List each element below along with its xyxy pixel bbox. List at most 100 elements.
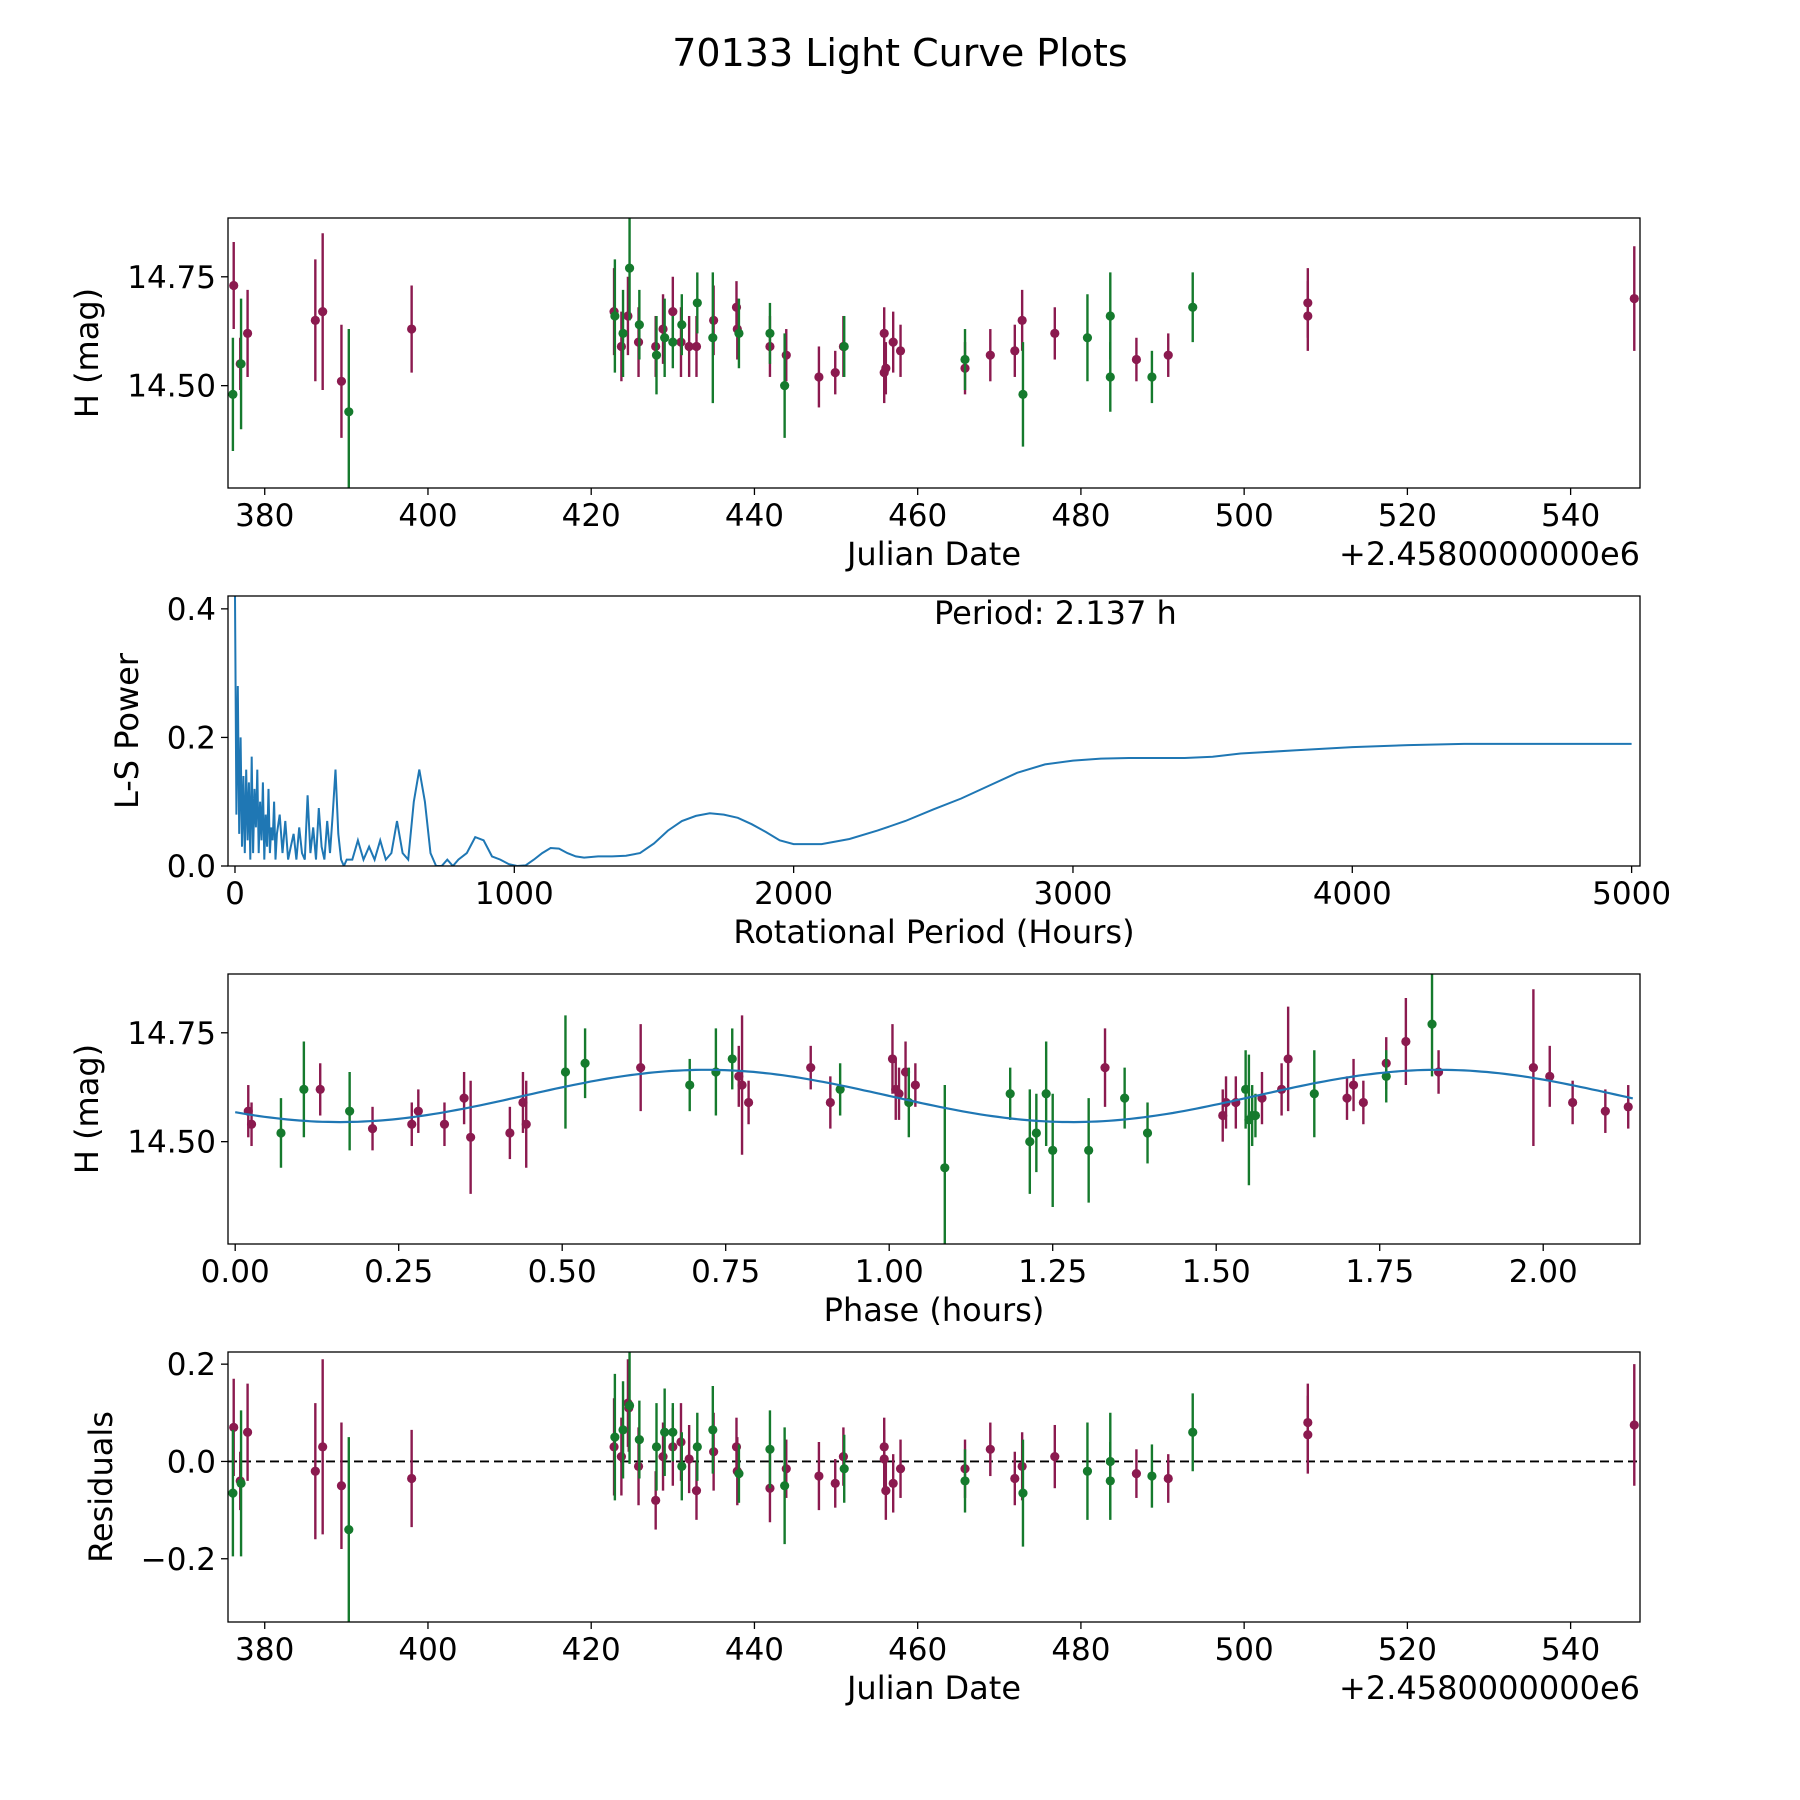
power-spectrum-line: [234, 596, 1632, 866]
data-point: [407, 1473, 417, 1484]
period-annotation: Period: 2.137 h: [934, 594, 1177, 632]
x-tick-label: 460: [888, 1632, 947, 1668]
y-tick-label: 14.75: [127, 260, 216, 296]
y-axis-label: H (mag): [68, 1044, 106, 1174]
data-point: [616, 341, 627, 352]
data-point: [636, 1063, 646, 1073]
data-point: [839, 1464, 849, 1474]
data-point: [814, 372, 824, 382]
data-point: [1147, 1471, 1157, 1481]
data-point: [610, 311, 620, 321]
series-green: [228, 218, 1198, 488]
data-point: [315, 1084, 325, 1095]
data-point: [1120, 1093, 1130, 1103]
data-point: [1084, 1145, 1094, 1155]
data-point: [1309, 1089, 1319, 1099]
data-point: [228, 389, 238, 399]
phased-curve-panel: 0.00 0.25 0.50 0.75 1.00 1.25 1.50 1.75 2.00 14.5…: [68, 973, 1641, 1329]
data-point: [413, 1106, 423, 1116]
x-tick-label: 400: [398, 1632, 457, 1668]
data-point: [1303, 298, 1313, 308]
y-tick-label: 14.50: [127, 369, 216, 405]
x-axis-label: Julian Date: [845, 1669, 1021, 1707]
data-point: [960, 1476, 970, 1486]
x-tick-label: 460: [888, 498, 947, 534]
data-point: [781, 1464, 791, 1474]
data-point: [299, 1084, 309, 1095]
data-point: [668, 307, 678, 317]
axes-frame: [227, 217, 1641, 489]
x-tick-label: 5000: [1592, 876, 1671, 912]
data-point: [1427, 1019, 1437, 1029]
x-tick-label: 440: [725, 498, 784, 534]
data-point: [634, 320, 644, 330]
data-point: [692, 1442, 702, 1452]
data-point: [1105, 311, 1115, 321]
data-point: [1283, 1054, 1293, 1064]
x-offset-label: +2.4580000000e6: [1339, 535, 1640, 573]
y-axis-label: L-S Power: [108, 652, 146, 809]
x-axis-label: Rotational Period (Hours): [733, 913, 1134, 951]
data-point: [888, 1478, 898, 1488]
axes-frame: [227, 595, 1641, 867]
series-purple: [229, 233, 1639, 438]
model-fit-curve: [235, 1068, 1634, 1124]
x-tick-label: 2.00: [1509, 1254, 1578, 1290]
data-point: [1031, 1128, 1041, 1138]
data-point: [985, 350, 995, 360]
x-tick-label: 420: [562, 498, 621, 534]
data-point: [1100, 1063, 1110, 1073]
data-point: [780, 1481, 790, 1491]
data-point: [1545, 1071, 1555, 1081]
data-point: [691, 341, 702, 352]
data-point: [765, 328, 775, 339]
data-point: [1017, 315, 1027, 325]
data-point: [1018, 389, 1028, 399]
periodogram-panel: 0 1000 2000 3000 4000 5000 0.0 0.2 0.4 Rotational…: [108, 592, 1671, 951]
data-point: [439, 1119, 450, 1129]
data-point: [895, 346, 906, 356]
data-point: [839, 341, 849, 352]
data-point: [1623, 1102, 1633, 1112]
data-point: [1358, 1097, 1368, 1108]
data-point: [1005, 1089, 1015, 1099]
axes-frame: [227, 1351, 1641, 1623]
data-point: [1041, 1089, 1051, 1099]
y-tick-label: 14.75: [127, 1016, 216, 1052]
data-point: [677, 1461, 687, 1471]
data-point: [894, 1089, 904, 1099]
data-point: [887, 1054, 898, 1064]
data-point: [466, 1132, 476, 1142]
data-point: [1348, 1080, 1359, 1090]
plot-area: [234, 596, 1632, 866]
data-point: [1303, 311, 1313, 321]
data-point: [743, 1097, 754, 1108]
x-tick-label: 440: [725, 1632, 784, 1668]
x-axis-label: Phase (hours): [824, 1291, 1045, 1329]
x-tick-label: 1.50: [1182, 1254, 1251, 1290]
x-tick-label: 1.75: [1345, 1254, 1414, 1290]
data-point: [236, 1478, 246, 1488]
x-offset-label: +2.4580000000e6: [1339, 1669, 1640, 1707]
data-point: [228, 1488, 238, 1498]
series-green: [276, 974, 1437, 1244]
data-point: [518, 1097, 528, 1108]
x-tick-label: 0.00: [201, 1254, 270, 1290]
data-point: [677, 320, 687, 330]
y-axis-label: Residuals: [82, 1411, 120, 1563]
data-point: [879, 1454, 889, 1464]
data-point: [624, 263, 635, 273]
data-point: [708, 1425, 718, 1435]
data-point: [345, 1106, 355, 1116]
data-point: [276, 1128, 286, 1138]
x-tick-label: 420: [562, 1632, 621, 1668]
data-point: [1188, 1427, 1198, 1437]
data-point: [651, 350, 662, 360]
x-tick-label: 480: [1051, 498, 1110, 534]
x-tick-label: 1.25: [1018, 1254, 1087, 1290]
data-point: [610, 1432, 620, 1442]
data-point: [734, 328, 744, 339]
series-green: [228, 1352, 1198, 1622]
data-point: [910, 1080, 920, 1090]
